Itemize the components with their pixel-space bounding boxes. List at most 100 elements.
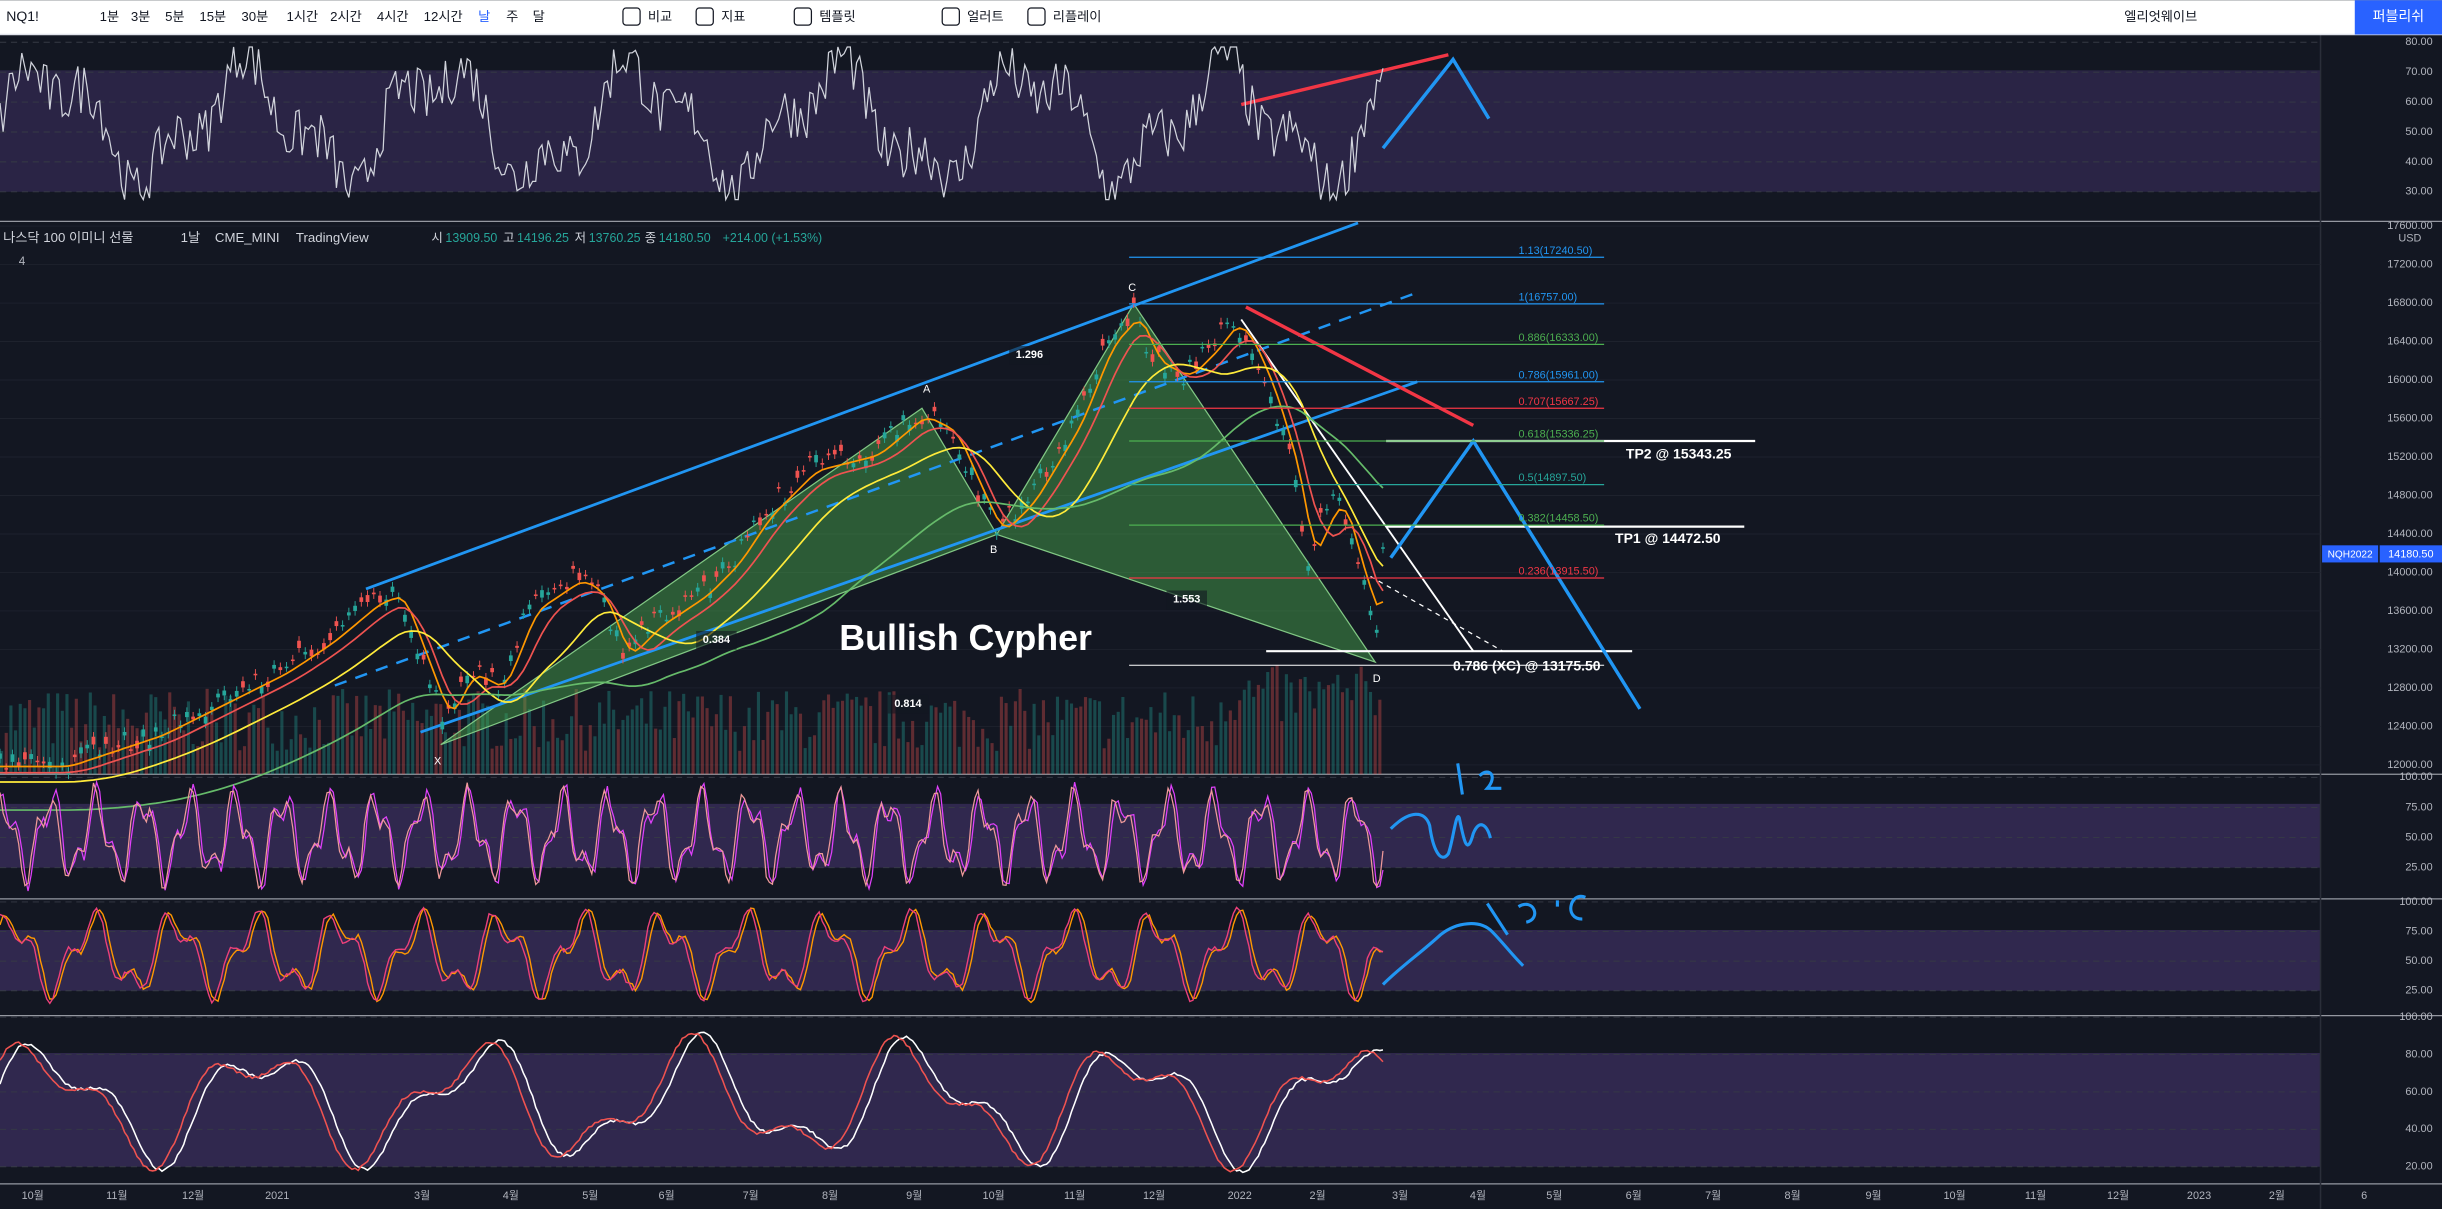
volume-bar [266, 727, 270, 775]
volume-bar [1144, 719, 1148, 775]
interval-button[interactable]: 1분 [100, 9, 120, 24]
volume-bar [443, 732, 447, 775]
candle-body [951, 436, 955, 439]
volume-bar [1247, 680, 1251, 775]
ohlc-value: 14180.50 [659, 231, 711, 245]
volume-bar [878, 691, 882, 775]
volume-bar [1186, 730, 1190, 775]
ratio-bg [887, 694, 929, 714]
interval-button[interactable]: 날 [478, 9, 490, 24]
price-axis-label: 16400.00 [2387, 335, 2432, 347]
price-axis-label: 12800.00 [2387, 682, 2432, 694]
target-label: TP1 @ 14472.50 [1615, 530, 1721, 546]
candle-body [583, 574, 588, 577]
candle-body [826, 453, 831, 456]
fib-label: 0.886(16333.00) [1518, 332, 1598, 344]
candle-body [814, 455, 818, 463]
interval-button[interactable]: 12시간 [424, 9, 463, 24]
interval-button[interactable]: 5분 [165, 9, 185, 24]
candle-body [297, 640, 301, 649]
price-axis-label: 15600.00 [2387, 412, 2432, 424]
moving-average [0, 405, 1384, 811]
volume-bar [200, 741, 205, 775]
legend-text: 1날 [181, 230, 201, 245]
pattern-point: X [434, 756, 442, 768]
volume-bar [1205, 741, 1209, 775]
publish-button[interactable] [2354, 0, 2442, 35]
volume-bar [682, 693, 686, 775]
volume-bar [808, 736, 812, 775]
volume-bar [630, 709, 634, 775]
volume-bar [1083, 697, 1088, 775]
volume-bar [313, 707, 317, 775]
price-axis-label: 50.00 [2405, 955, 2432, 967]
toolbar-button[interactable]: 지표 [721, 9, 745, 24]
interval-button[interactable]: 15분 [199, 9, 226, 24]
interval-button[interactable]: 1시간 [287, 9, 319, 24]
volume-bar [149, 694, 153, 775]
price-axis-label: 100.00 [2399, 1011, 2432, 1023]
fib-label: 1.13(17240.50) [1518, 245, 1592, 257]
price-divergence [1245, 305, 1475, 427]
layout-button[interactable]: 엘리엇웨이브 [2124, 9, 2197, 24]
toolbar-button[interactable]: 얼러트 [967, 9, 1003, 24]
candle-body [234, 690, 239, 697]
volume-bar [1093, 700, 1097, 775]
price-axis-label: 30.00 [2405, 186, 2432, 198]
moving-average [0, 321, 1384, 768]
candle-body [720, 562, 725, 569]
candle-body [1343, 519, 1348, 526]
volume-bar [1340, 692, 1345, 775]
candle-body [1069, 420, 1074, 424]
legend-text: CME_MINI [215, 230, 280, 245]
candle-body [733, 565, 737, 568]
interval-button[interactable]: 2시간 [330, 9, 362, 24]
price-axis-label: 50.00 [2405, 831, 2432, 843]
candle-body [85, 744, 90, 749]
interval-button[interactable]: 3분 [131, 9, 151, 24]
interval-button[interactable]: 30분 [241, 9, 268, 24]
volume-bar [1111, 714, 1116, 775]
interval-button[interactable]: 주 [506, 9, 518, 24]
candle-body [565, 586, 569, 590]
volume-bar [294, 715, 298, 775]
volume-bar [532, 726, 536, 775]
candle-body [683, 595, 688, 597]
stoch-band [0, 1053, 2321, 1167]
volume-bar [840, 700, 845, 775]
volume-bar [1214, 745, 1218, 775]
candle-body [160, 736, 164, 738]
volume-bar [766, 711, 770, 775]
fib-label: 1(16757.00) [1518, 292, 1577, 304]
toolbar-button[interactable]: 리플레이 [1053, 9, 1102, 24]
volume-bar [845, 693, 849, 775]
rsi-divergence [1240, 53, 1449, 107]
interval-button[interactable]: 달 [533, 9, 545, 24]
volume-bar [537, 747, 541, 775]
volume-bar [551, 719, 555, 775]
ohlc-value: 14196.25 [517, 231, 569, 245]
publish-label[interactable]: 퍼블리쉬 [2373, 8, 2425, 24]
candle-body [284, 666, 289, 669]
candle-body [1187, 359, 1192, 362]
volume-bar [985, 738, 989, 775]
candle-body [427, 684, 432, 689]
candle-body [1038, 468, 1043, 474]
currency[interactable]: USD [2398, 232, 2421, 244]
candle-body [982, 494, 987, 500]
interval-button[interactable]: 4시간 [377, 9, 409, 24]
oscillator [0, 1032, 1384, 1173]
volume-bar [476, 691, 480, 775]
volume-bar [14, 730, 18, 775]
toolbar-button[interactable]: 비교 [648, 9, 672, 24]
labels: 80.00 70.00 60.00 50.00 40.00 30.00 17600.00 17… [3, 36, 2442, 1202]
volume-bar [560, 740, 564, 775]
time-axis-label: 7월 [1705, 1189, 1721, 1202]
symbol[interactable]: NQ1! [6, 8, 39, 24]
toolbar-button[interactable]: 템플릿 [819, 9, 855, 24]
legend-text: 나스닥 100 이미니 선물 [3, 230, 133, 245]
indicator-count[interactable]: 4 [19, 255, 26, 268]
candle-body [1293, 479, 1298, 488]
volume-bar [761, 739, 765, 775]
volume-bar [981, 728, 985, 775]
